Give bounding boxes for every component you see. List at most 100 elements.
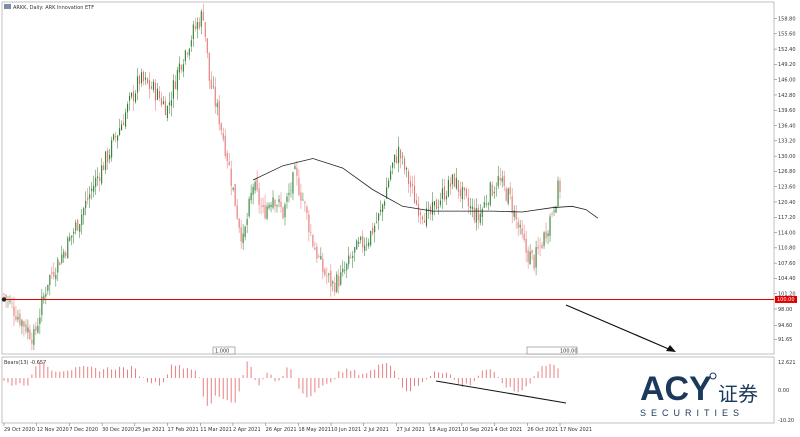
candle [332, 279, 334, 292]
candle [485, 194, 487, 208]
y-tick-label: 120.40 [778, 200, 796, 206]
candle [402, 152, 404, 165]
candle [214, 77, 216, 114]
candle [264, 194, 266, 220]
candle [33, 324, 35, 351]
indicator-title: Bears(13) -0.657 [4, 360, 46, 366]
candle [360, 235, 362, 244]
x-tick-label: 18 Aug 2021 [429, 427, 461, 433]
candle [370, 230, 372, 248]
candle [547, 230, 549, 245]
candle [511, 187, 513, 224]
candle [130, 92, 133, 100]
candle [119, 118, 121, 137]
candle [268, 202, 270, 210]
candle [172, 74, 174, 109]
candle [413, 175, 416, 204]
candle [477, 203, 479, 229]
candle [445, 190, 447, 205]
candle [226, 150, 228, 169]
candle [475, 198, 477, 231]
candle [334, 276, 336, 296]
candle [461, 181, 463, 209]
candle [378, 212, 380, 230]
y-tick-label: 149.20 [778, 62, 796, 68]
candle [419, 209, 422, 225]
candle [198, 17, 200, 31]
x-tick-label: 18 May 2021 [298, 427, 331, 433]
candle [300, 183, 302, 209]
y-tick-label: 117.20 [778, 215, 796, 221]
candle [190, 35, 192, 53]
candle [495, 182, 497, 197]
candle [449, 177, 451, 195]
candle [160, 91, 162, 108]
candle [180, 64, 182, 74]
y-tick-label: 91.65 [778, 337, 792, 343]
candle [507, 187, 509, 206]
candle [493, 186, 495, 199]
candle [368, 238, 370, 249]
candle [374, 222, 376, 243]
candle [156, 82, 158, 101]
candle [103, 161, 105, 171]
candle [71, 235, 73, 246]
x-tick-label: 17 Feb 2021 [168, 427, 199, 433]
candle [91, 182, 93, 200]
candle [559, 177, 561, 199]
candle [29, 324, 31, 341]
candle [230, 160, 232, 196]
candle [25, 319, 27, 335]
candle [521, 220, 523, 239]
candle [39, 308, 41, 335]
candle [541, 242, 543, 250]
y-tick-label: 142.80 [778, 93, 796, 99]
candle [348, 246, 350, 269]
candle [210, 71, 212, 90]
candle [256, 170, 258, 193]
candle [286, 192, 288, 209]
candle [97, 167, 99, 186]
y-tick-label: 130.00 [778, 154, 796, 160]
candle [148, 72, 151, 99]
candle [443, 178, 445, 203]
candle [19, 308, 21, 328]
y-tick-label: 101.20 [778, 292, 796, 298]
candle [326, 267, 328, 285]
candle [208, 52, 210, 90]
acy-logo: ACY 证券 SECURITIES [640, 370, 758, 418]
candle [57, 256, 59, 282]
x-tick-label: 12 Nov 2020 [37, 427, 69, 433]
candle [555, 205, 557, 214]
candle [318, 253, 320, 258]
candle [324, 267, 326, 277]
y-tick-label: 104.40 [778, 276, 796, 282]
candle [439, 192, 441, 208]
candle [75, 219, 77, 235]
candle [15, 306, 17, 322]
trend-arrow-shaft [565, 304, 672, 351]
candle [294, 163, 296, 170]
y-tick-label: 107.60 [778, 261, 796, 267]
candle [338, 269, 340, 294]
candle [394, 154, 396, 169]
candle [184, 49, 186, 65]
x-tick-label: 26 Apr 2021 [266, 427, 297, 433]
candle [105, 151, 107, 175]
candle [441, 178, 443, 209]
candle [515, 205, 517, 229]
candle [288, 183, 290, 203]
candle [304, 200, 306, 212]
candle [67, 236, 69, 259]
candle [382, 203, 384, 222]
candle [491, 181, 493, 197]
candle [176, 66, 178, 100]
candle [202, 3, 204, 22]
candle [457, 179, 459, 200]
candle [380, 200, 382, 216]
candle [396, 149, 398, 165]
candle [314, 241, 316, 250]
candle [388, 178, 390, 189]
candle [545, 222, 547, 243]
candle [483, 195, 485, 209]
